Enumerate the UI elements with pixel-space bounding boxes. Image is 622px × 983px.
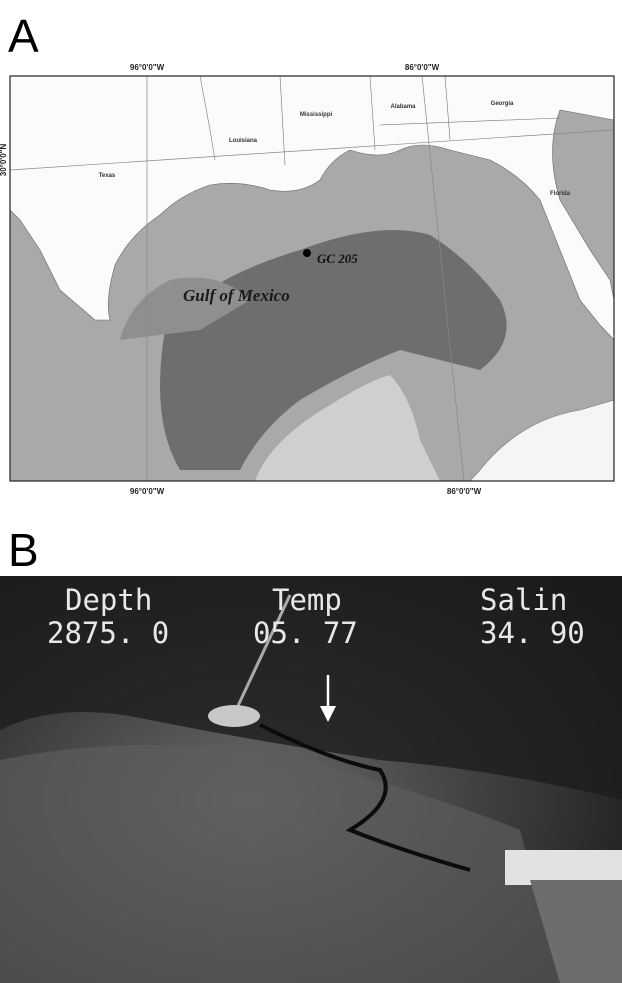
longitude-label: 96°0'0"W (130, 63, 165, 72)
state-label: Alabama (390, 104, 416, 110)
state-label: Georgia (491, 101, 514, 107)
latitude-label: 30°0'0"N (0, 144, 8, 177)
state-label: Florida (550, 191, 571, 197)
overlay-value: 05. 77 (253, 616, 358, 650)
overlay-name: Salin (480, 583, 567, 617)
panel-label: A (8, 10, 39, 62)
state-label: Louisiana (229, 138, 258, 144)
longitude-label: 96°0'0"W (130, 487, 165, 496)
site-label: GC 205 (317, 251, 358, 266)
page: {"panel_a": {"label": "A", "longitude_to… (0, 0, 622, 983)
panel-label: B (8, 524, 39, 576)
state-label: Texas (99, 173, 116, 179)
figure: A 96°0'0"W 86°0'0"W Texas Louisiana Miss… (0, 0, 622, 983)
overlay-value: 2875. 0 (47, 616, 169, 650)
water-body-label: Gulf of Mexico (183, 286, 290, 305)
overlay-name: Depth (65, 583, 152, 617)
state-label: Mississippi (300, 112, 333, 118)
longitude-label: 86°0'0"W (447, 487, 482, 496)
overlay-name: Temp (272, 583, 342, 617)
map (10, 76, 614, 481)
overlay-value: 34. 90 (480, 616, 585, 650)
longitude-label: 86°0'0"W (405, 63, 440, 72)
